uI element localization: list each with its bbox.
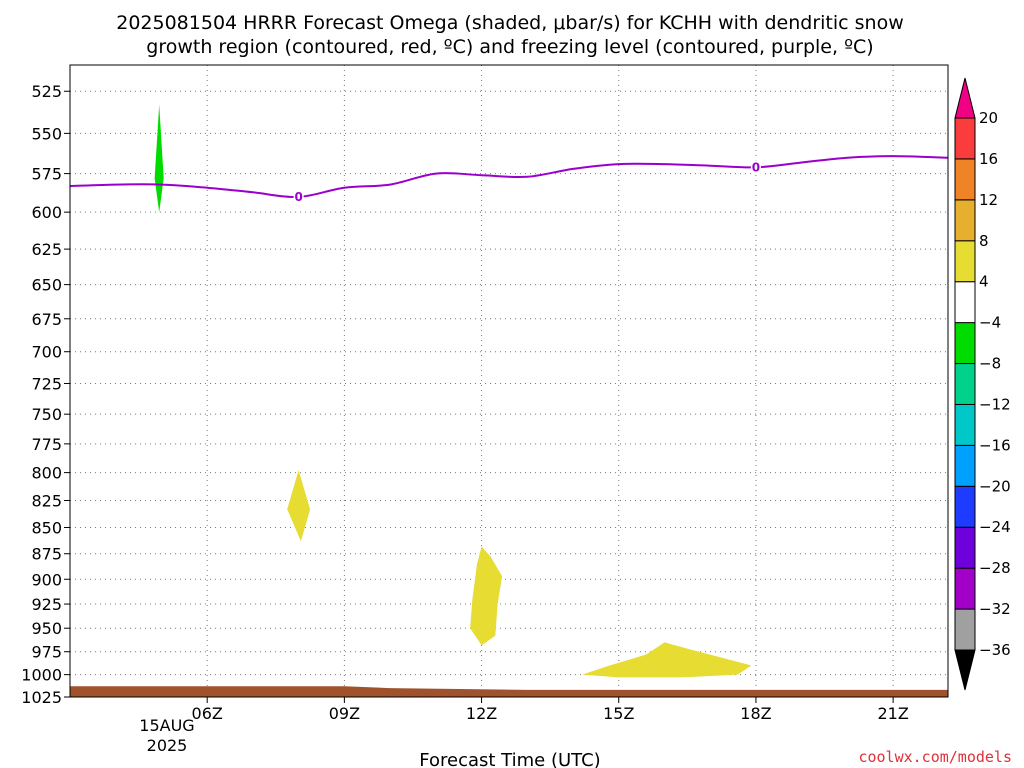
- colorbar-band: [954, 240, 976, 283]
- colorbar-arrow-low: [954, 649, 976, 691]
- x-tick-label: 18Z: [740, 704, 771, 723]
- y-tick-label: 700: [31, 343, 62, 362]
- y-tick-label: 925: [31, 595, 62, 614]
- colorbar-tick-label: −24: [979, 518, 1011, 536]
- colorbar-band: [954, 567, 976, 610]
- credit-text: coolwx.com/models: [858, 748, 1012, 766]
- y-tick-label: 750: [31, 405, 62, 424]
- contour-label: 0: [294, 190, 302, 204]
- omega-shaded-region: [287, 470, 311, 542]
- contour-label: 0: [752, 160, 760, 174]
- x-tick-label: 21Z: [877, 704, 908, 723]
- colorbar-band: [954, 158, 976, 201]
- contour-label-bg: [750, 160, 761, 175]
- colorbar-tick-label: −20: [979, 477, 1011, 495]
- y-tick-label: 675: [31, 310, 62, 329]
- x-tick-label: 09Z: [329, 704, 360, 723]
- y-tick-label: 600: [31, 203, 62, 222]
- colorbar-band: [954, 117, 976, 160]
- colorbar-tick-label: −28: [979, 559, 1011, 577]
- y-tick-label: 850: [31, 518, 62, 537]
- colorbar-tick-label: 20: [979, 109, 998, 127]
- plot-area: 00: [69, 64, 949, 698]
- freezing-level-contour: 00: [69, 155, 949, 204]
- colorbar-band: [954, 363, 976, 405]
- colorbar-tick-label: 16: [979, 150, 998, 168]
- date-label-year: 2025: [147, 736, 188, 755]
- colorbar-band: [954, 199, 976, 242]
- y-tick-label: 975: [31, 643, 62, 662]
- y-tick-label: 900: [31, 570, 62, 589]
- terrain-fill: [70, 686, 948, 697]
- x-axis: 06Z 09Z 12Z 15Z 18Z 21Z: [192, 697, 909, 723]
- colorbar: −36 −32 −28 −24 −20 −16 −12 −8 −4 4 8 12 16 20: [954, 77, 1011, 691]
- y-tick-label: 650: [31, 276, 62, 295]
- colorbar-band: [954, 526, 976, 569]
- y-tick-label: 1025: [21, 688, 62, 707]
- colorbar-tick-label: 4: [979, 273, 989, 291]
- y-tick-label: 725: [31, 374, 62, 393]
- colorbar-tick-label: 12: [979, 191, 998, 209]
- y-tick-label: 575: [31, 165, 62, 184]
- terrain: [70, 686, 948, 697]
- y-tick-label: 950: [31, 619, 62, 638]
- y-tick-label: 1000: [21, 666, 62, 685]
- y-tick-label: 800: [31, 464, 62, 483]
- colorbar-tick-label: −12: [979, 395, 1011, 413]
- colorbar-band: [954, 322, 976, 365]
- omega-shaded-region: [470, 546, 503, 646]
- chart-title-line-2: growth region (contoured, red, ºC) and f…: [146, 36, 873, 58]
- colorbar-tick-label: −32: [979, 600, 1011, 618]
- colorbar-tick-label: −16: [979, 436, 1011, 454]
- colorbar-tick-label: −36: [979, 641, 1011, 659]
- y-tick-label: 525: [31, 82, 62, 101]
- x-tick-label: 15Z: [603, 704, 634, 723]
- colorbar-band: [954, 485, 976, 528]
- x-tick-label: 06Z: [192, 704, 223, 723]
- y-tick-label: 775: [31, 435, 62, 454]
- freezing-level-line: [69, 155, 949, 198]
- x-axis-title: Forecast Time (UTC): [419, 750, 600, 768]
- colorbar-tick-label: 8: [979, 232, 989, 250]
- y-tick-label: 875: [31, 545, 62, 564]
- contour-label-bg: [293, 189, 304, 204]
- date-label-day: 15AUG: [139, 716, 194, 735]
- chart-title-line-1: 2025081504 HRRR Forecast Omega (shaded, …: [116, 12, 904, 34]
- plot-background: [70, 65, 948, 697]
- x-tick-label: 12Z: [466, 704, 497, 723]
- colorbar-band: [954, 281, 976, 324]
- y-tick-label: 625: [31, 240, 62, 259]
- colorbar-tick-label: −8: [979, 355, 1001, 373]
- colorbar-arrow-high: [954, 77, 976, 119]
- colorbar-band: [954, 444, 976, 487]
- plot-frame: [69, 64, 949, 698]
- y-axis: 525 550 575 600 625 650 675 700 725 750 775 800 825 8…: [21, 82, 70, 707]
- y-tick-label: 825: [31, 491, 62, 510]
- colorbar-tick-label: −4: [979, 314, 1001, 332]
- colorbar-band: [954, 608, 976, 651]
- y-tick-label: 550: [31, 124, 62, 143]
- omega-shaded-region: [582, 642, 752, 678]
- colorbar-band: [954, 403, 976, 446]
- grid: [70, 65, 948, 698]
